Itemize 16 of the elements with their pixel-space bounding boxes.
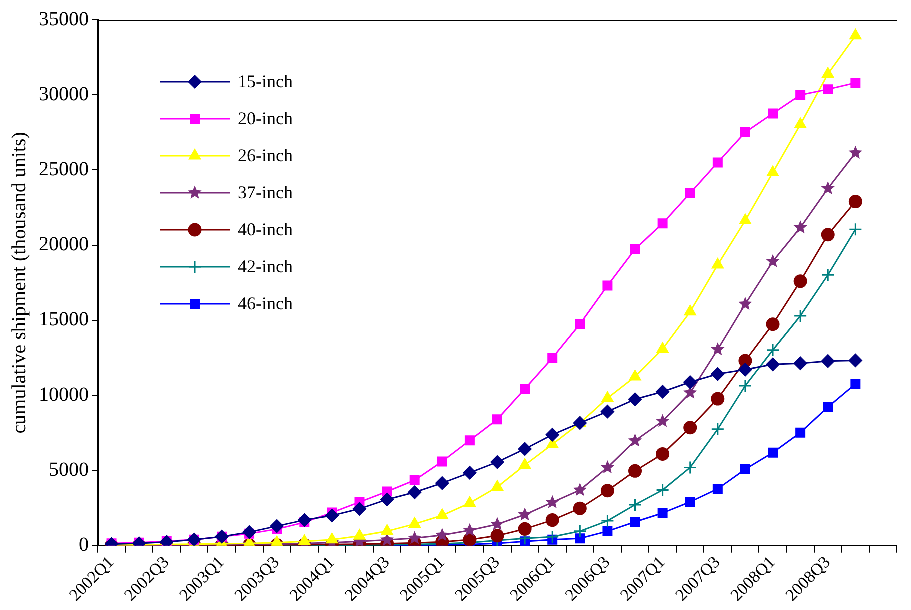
- y-tick-label: 0: [79, 534, 89, 556]
- legend-label: 42-inch: [238, 256, 293, 277]
- legend-label: 20-inch: [238, 108, 293, 129]
- y-tick-label: 10000: [39, 384, 89, 406]
- y-tick-label: 25000: [39, 158, 89, 180]
- y-tick-label: 20000: [39, 234, 89, 256]
- y-axis-title: cumulative shipment (thousand units): [8, 132, 30, 434]
- y-tick-label: 15000: [39, 308, 89, 331]
- legend-label: 37-inch: [238, 182, 293, 203]
- y-tick-label: 30000: [39, 83, 89, 106]
- legend-label: 40-inch: [238, 220, 293, 240]
- y-tick-label: 5000: [49, 458, 89, 481]
- legend-label: 26-inch: [238, 146, 293, 166]
- legend-label: 15-inch: [238, 72, 293, 92]
- legend-label: 46-inch: [238, 294, 293, 314]
- y-tick-label: 35000: [39, 8, 89, 30]
